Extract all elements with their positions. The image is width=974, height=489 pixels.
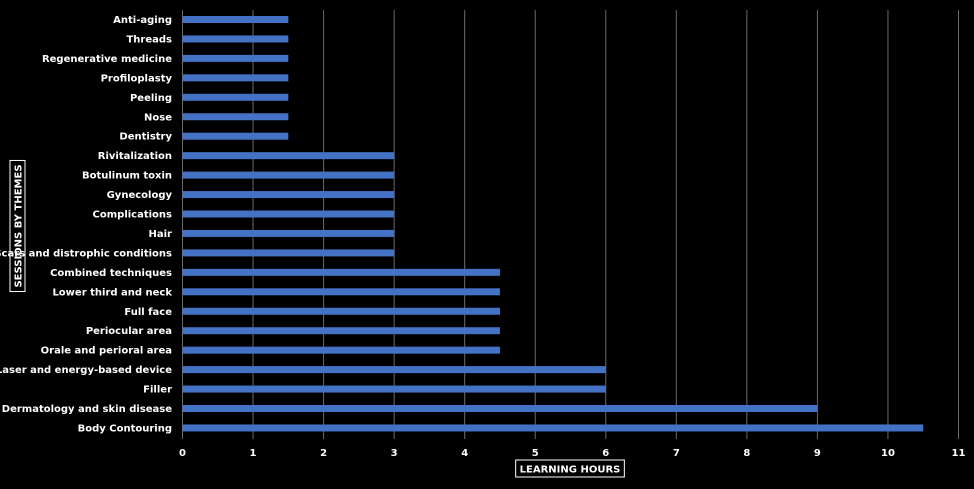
category-label: Dermatology and skin disease [2,404,172,415]
category-label: Body Contouring [78,423,172,434]
category-label: Nose [144,112,172,123]
category-label: Orale and perioral area [41,346,172,357]
bar [182,327,500,335]
x-tick-label: 1 [250,448,257,459]
bar [182,132,289,140]
bar [182,74,289,82]
category-label: Scars and distrophic conditions [0,248,172,259]
category-label: Periocular area [86,326,172,337]
category-label: Threads [126,34,172,45]
x-tick-label: 5 [532,448,539,459]
x-tick-label: 3 [391,448,398,459]
x-tick-label: 7 [673,448,680,459]
bar [182,16,289,23]
category-label: Lower third and neck [52,287,172,298]
category-label: Complications [93,210,173,221]
x-tick-label: 8 [743,448,750,459]
y-axis-title: SESSIONS BY THEMES [9,159,26,293]
bar [182,152,395,160]
bar [182,171,395,179]
bar [182,191,395,199]
bar [182,93,289,101]
category-label: Gynecology [107,190,173,201]
x-tick-label: 2 [320,448,327,459]
bar [182,229,395,237]
x-axis-title: LEARNING HOURS [515,459,625,478]
category-label: Rivitalization [98,151,172,162]
bars [182,16,924,432]
x-tick-label: 11 [952,448,966,459]
x-tick-label: 10 [881,448,895,459]
category-label: Combined techniques [50,268,172,279]
category-label: Filler [143,385,172,396]
bar [182,113,289,121]
category-label: Dentistry [119,132,172,143]
bar [182,54,289,62]
grid-lines [182,10,959,439]
x-tick-label: 0 [179,448,186,459]
bar [182,288,500,296]
category-labels: Anti-aging Threads Regenerative medicine Pr… [0,15,172,434]
bar [182,307,500,315]
y-axis-title-text: SESSIONS BY THEMES [14,164,25,287]
bar [182,268,500,276]
bar [182,366,606,374]
x-tick-label: 6 [602,448,609,459]
category-label: Full face [124,307,172,318]
bar [182,405,818,412]
bar [182,424,924,432]
category-label: Anti-aging [113,15,172,26]
bar [182,346,500,354]
x-tick-labels: 0 1 2 3 4 5 6 7 8 9 10 11 [179,448,965,459]
bar [182,210,395,218]
x-axis-title-text: LEARNING HOURS [520,465,621,476]
category-label: Profiloplasty [101,73,173,84]
bar [182,35,289,43]
x-tick-label: 4 [461,448,468,459]
category-label: Regenerative medicine [42,54,172,65]
category-label: Peeling [130,93,172,104]
bar [182,385,606,393]
x-tick-label: 9 [814,448,821,459]
category-label: Hair [149,229,173,240]
bar [182,249,395,257]
category-label: Laser and energy-based device [0,365,172,376]
category-label: Botulinum toxin [82,171,172,182]
